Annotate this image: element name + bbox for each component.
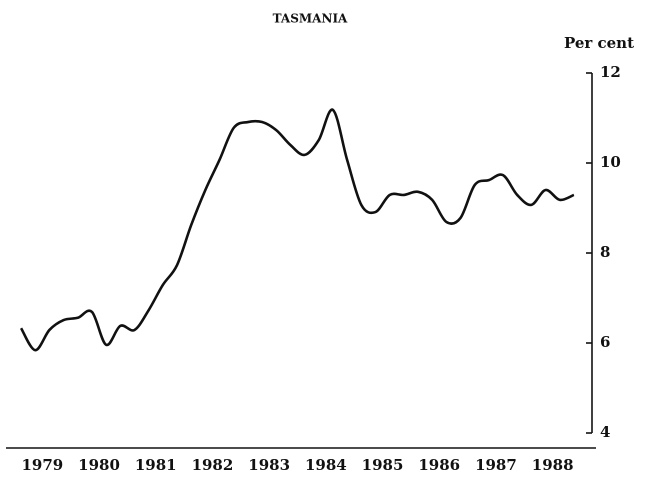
- x-tick-label: 1983: [248, 456, 290, 474]
- x-tick-label: 1985: [362, 456, 404, 474]
- chart-title: TASMANIA: [273, 12, 348, 26]
- x-tick-label: 1980: [78, 456, 120, 474]
- y-tick-label: 4: [600, 423, 610, 441]
- x-tick-label: 1982: [192, 456, 234, 474]
- y-tick-label: 6: [600, 333, 610, 351]
- y-axis-label: Per cent: [564, 34, 634, 52]
- x-tick-label: 1979: [21, 456, 63, 474]
- y-tick-label: 10: [600, 153, 621, 171]
- x-tick-label: 1984: [305, 456, 347, 474]
- line-series: [19, 108, 575, 352]
- x-tick-label: 1981: [135, 456, 177, 474]
- x-tick-label: 1988: [532, 456, 574, 474]
- y-tick-label: 8: [600, 243, 610, 261]
- x-tick-label: 1986: [418, 456, 460, 474]
- y-tick-label: 12: [600, 63, 621, 81]
- x-tick-label: 1987: [475, 456, 517, 474]
